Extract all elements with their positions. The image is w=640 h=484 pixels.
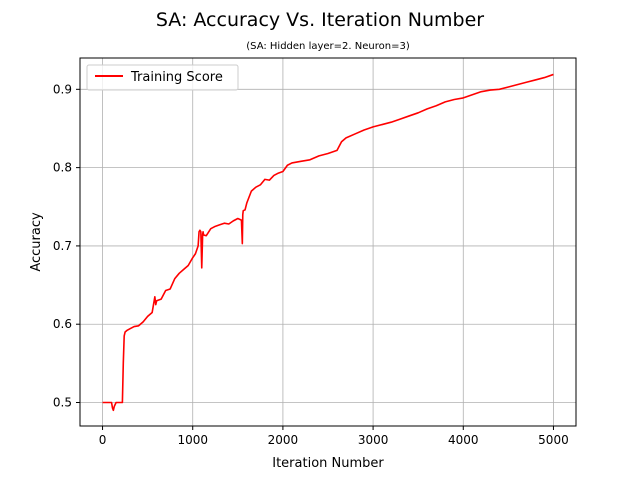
y-tick-label: 0.8	[53, 161, 72, 175]
y-tick-label: 0.5	[53, 396, 72, 410]
x-tick-label: 3000	[358, 433, 389, 447]
x-tick-label: 5000	[538, 433, 569, 447]
x-tick-label: 4000	[448, 433, 479, 447]
legend-label: Training Score	[130, 70, 223, 85]
chart-title: SA: Accuracy Vs. Iteration Number	[156, 9, 484, 31]
y-tick-label: 0.7	[53, 239, 72, 253]
y-tick-label: 0.9	[53, 82, 72, 96]
legend: Training Score	[86, 64, 239, 91]
axes-frame	[79, 57, 577, 427]
series-layer	[102, 73, 554, 412]
legend-box	[86, 64, 239, 91]
x-tick-label: 0	[99, 433, 107, 447]
plot-area: 0 1000 2000 3000 4000 5000 0.5 0.6 0.7 0.8 0.9	[53, 57, 577, 447]
x-axis-label: Iteration Number	[272, 456, 384, 471]
axis-ticks: 0 1000 2000 3000 4000 5000 0.5 0.6 0.7 0.8 0.9	[53, 82, 569, 447]
y-tick-label: 0.6	[53, 317, 72, 331]
chart-subtitle: (SA: Hidden layer=2. Neuron=3)	[246, 41, 410, 52]
x-tick-label: 1000	[177, 433, 208, 447]
x-tick-label: 2000	[268, 433, 299, 447]
y-axis-label: Accuracy	[29, 212, 44, 272]
series-line-training-score	[102, 73, 554, 412]
